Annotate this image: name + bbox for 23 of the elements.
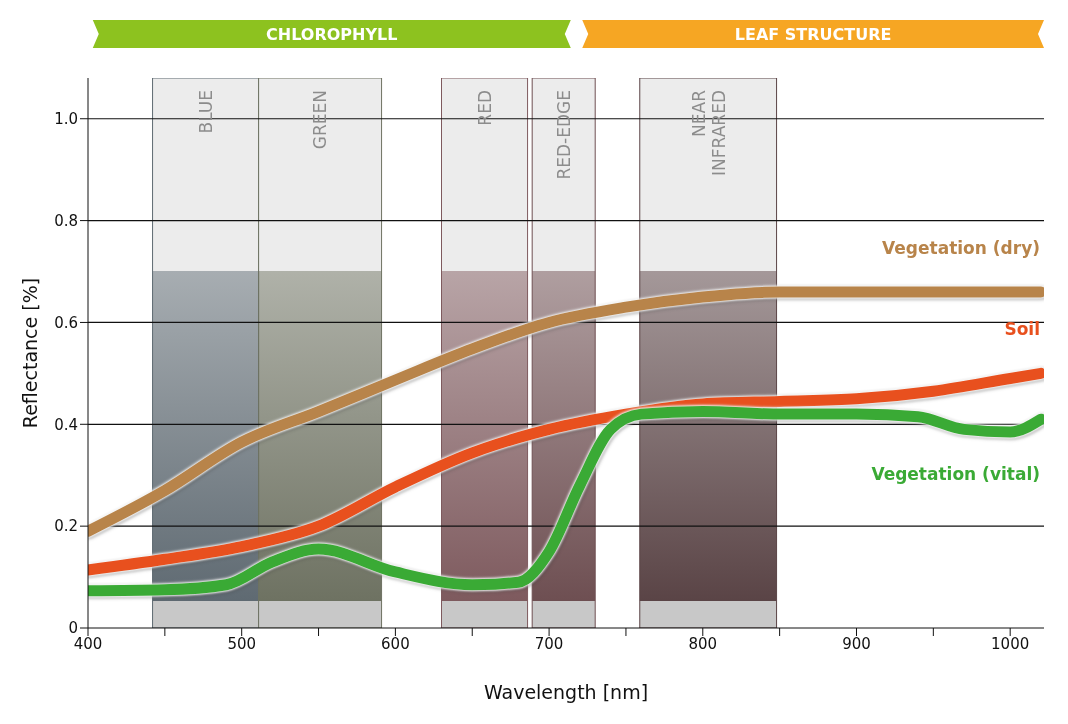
y-tick-label: 0.4 (54, 415, 78, 434)
x-tick-label: 800 (688, 634, 718, 653)
x-tick-label: 1000 (991, 634, 1030, 653)
y-tick-label: 0.8 (54, 211, 78, 230)
text: Soil (1004, 319, 1040, 340)
band-label: RED-EDGE (553, 90, 574, 180)
band-label: BLUE (195, 90, 216, 134)
y-tick-label: 0.2 (54, 517, 78, 536)
y-tick-label: 1.0 (54, 110, 78, 129)
x-tick-label: 600 (381, 634, 410, 653)
band-label: RED (474, 90, 495, 126)
text: Vegetation (vital) (871, 464, 1040, 485)
x-tick-label: 700 (534, 634, 564, 653)
text: CHLOROPHYLL (266, 25, 398, 44)
text: LEAF STRUCTURE (734, 25, 892, 44)
x-tick-label: 900 (842, 634, 871, 653)
y-axis-title: Reflectance [%] (18, 277, 41, 429)
band-label: NEAR INFRARED (689, 89, 730, 176)
band-label: GREEN (310, 90, 331, 150)
x-axis-title: Wavelength [nm] (483, 681, 649, 704)
y-tick-label: 0.6 (54, 313, 78, 332)
text: Vegetation (dry) (882, 237, 1040, 258)
x-tick-label: 500 (227, 634, 257, 653)
